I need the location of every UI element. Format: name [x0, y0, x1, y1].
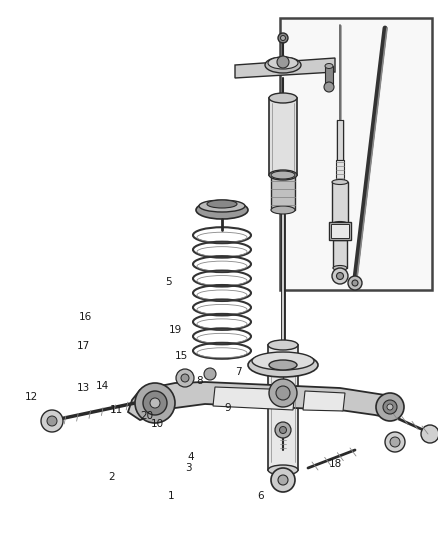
Circle shape — [269, 379, 297, 407]
Polygon shape — [213, 387, 295, 410]
Polygon shape — [128, 382, 395, 420]
Ellipse shape — [268, 340, 298, 350]
Text: 2: 2 — [108, 472, 115, 482]
Text: 11: 11 — [110, 406, 123, 415]
Circle shape — [421, 425, 438, 443]
Ellipse shape — [269, 93, 297, 103]
Circle shape — [275, 422, 291, 438]
Text: 12: 12 — [25, 392, 38, 402]
Circle shape — [181, 374, 189, 382]
Circle shape — [41, 410, 63, 432]
Ellipse shape — [207, 200, 237, 208]
Circle shape — [276, 386, 290, 400]
Text: 5: 5 — [165, 278, 172, 287]
Circle shape — [47, 416, 57, 426]
Bar — [268, 345, 298, 470]
Circle shape — [336, 272, 343, 279]
Circle shape — [352, 280, 358, 286]
Text: 3: 3 — [185, 463, 192, 473]
Ellipse shape — [248, 353, 318, 377]
Polygon shape — [303, 391, 345, 411]
Ellipse shape — [325, 63, 333, 69]
Ellipse shape — [333, 265, 347, 271]
Circle shape — [271, 468, 295, 492]
Circle shape — [204, 368, 216, 380]
Circle shape — [332, 268, 348, 284]
Bar — [271, 175, 295, 210]
Ellipse shape — [268, 57, 298, 69]
Ellipse shape — [199, 200, 245, 212]
Circle shape — [278, 33, 288, 43]
Circle shape — [387, 404, 393, 410]
Circle shape — [176, 369, 194, 387]
Bar — [269, 98, 297, 175]
Circle shape — [383, 400, 397, 414]
Ellipse shape — [196, 201, 248, 219]
Ellipse shape — [269, 170, 297, 180]
Text: 8: 8 — [196, 376, 203, 386]
Bar — [329, 222, 351, 240]
Circle shape — [324, 82, 334, 92]
Text: 10: 10 — [151, 419, 164, 429]
Ellipse shape — [265, 57, 301, 73]
Circle shape — [277, 56, 289, 68]
Text: 14: 14 — [96, 382, 110, 391]
Circle shape — [385, 432, 405, 452]
Text: 13: 13 — [77, 383, 90, 393]
Ellipse shape — [269, 360, 297, 370]
Circle shape — [348, 276, 362, 290]
Bar — [331, 224, 349, 238]
Bar — [280, 18, 432, 290]
Text: 4: 4 — [187, 453, 194, 462]
Text: 18: 18 — [328, 459, 342, 469]
Circle shape — [279, 426, 286, 433]
Bar — [336, 160, 344, 182]
Ellipse shape — [332, 222, 348, 227]
Ellipse shape — [332, 180, 348, 184]
Circle shape — [150, 398, 160, 408]
Ellipse shape — [252, 352, 314, 370]
Text: 15: 15 — [175, 351, 188, 361]
Text: 9: 9 — [224, 403, 231, 413]
Text: 16: 16 — [79, 312, 92, 322]
Ellipse shape — [271, 206, 295, 214]
Circle shape — [143, 391, 167, 415]
Circle shape — [135, 383, 175, 423]
Bar — [333, 240, 347, 268]
Bar — [337, 120, 343, 160]
Polygon shape — [235, 58, 335, 78]
Text: 19: 19 — [169, 326, 182, 335]
Circle shape — [280, 36, 286, 41]
Bar — [325, 66, 333, 84]
Circle shape — [390, 437, 400, 447]
Bar — [332, 182, 348, 224]
Circle shape — [376, 393, 404, 421]
Text: 20: 20 — [140, 411, 153, 421]
Text: 1: 1 — [167, 491, 174, 500]
Ellipse shape — [271, 171, 295, 179]
Text: 17: 17 — [77, 342, 90, 351]
Ellipse shape — [268, 465, 298, 475]
Circle shape — [278, 475, 288, 485]
Text: 7: 7 — [235, 367, 242, 377]
Text: 6: 6 — [257, 491, 264, 500]
